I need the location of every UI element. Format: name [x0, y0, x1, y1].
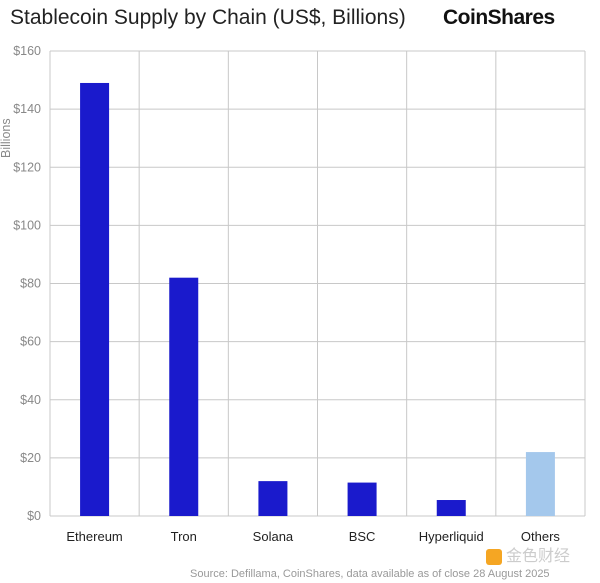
bar-solana	[258, 481, 288, 516]
y-tick-label: $40	[20, 393, 41, 407]
y-tick-label: $160	[13, 44, 41, 58]
y-axis-label: Billions	[0, 118, 13, 158]
chart-title: Stablecoin Supply by Chain (US$, Billion…	[10, 6, 406, 29]
x-tick-label: BSC	[349, 529, 376, 544]
x-tick-label: Tron	[171, 529, 197, 544]
x-tick-label: Solana	[253, 529, 294, 544]
watermark: 金色财经	[486, 547, 570, 566]
bar-bsc	[347, 482, 377, 516]
y-tick-label: $120	[13, 160, 41, 174]
watermark-logo-icon	[486, 548, 502, 565]
bar-hyperliquid	[436, 500, 466, 516]
y-tick-label: $20	[20, 451, 41, 465]
bar-chart: $0 $20 $40 $60 $80 $100 $120 $140 $160 Billions Et…	[0, 44, 586, 544]
watermark-text: 金色财经	[506, 548, 571, 565]
y-tick-label: $60	[20, 335, 41, 349]
x-tick-label: Hyperliquid	[419, 529, 484, 544]
bar-others	[525, 452, 555, 516]
coinshares-logo: CoinShares	[443, 6, 555, 29]
source-note: Source: Defillama, CoinShares, data avai…	[190, 568, 550, 580]
y-tick-label: $100	[13, 218, 41, 232]
x-tick-label: Ethereum	[66, 529, 122, 544]
x-tick-label: Others	[521, 529, 561, 544]
y-tick-label: $140	[13, 102, 41, 116]
bar-tron	[169, 277, 199, 516]
bar-ethereum	[80, 82, 110, 516]
y-tick-label: $0	[27, 509, 41, 523]
y-tick-label: $80	[20, 277, 41, 291]
